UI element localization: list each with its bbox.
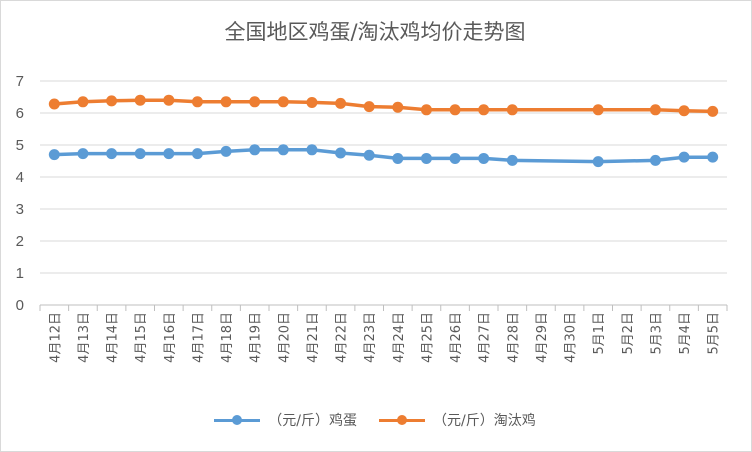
data-point xyxy=(506,154,518,166)
chart-title: 全国地区鸡蛋/淘汰鸡均价走势图 xyxy=(224,20,526,44)
data-point xyxy=(392,101,404,113)
y-tick-label: 1 xyxy=(16,265,24,282)
data-point xyxy=(163,94,175,106)
data-point xyxy=(134,148,146,160)
data-point xyxy=(363,101,375,113)
data-point xyxy=(592,156,604,168)
x-tick-label: 4月18日 xyxy=(220,312,235,363)
y-tick-label: 0 xyxy=(16,297,24,314)
data-point xyxy=(163,148,175,160)
data-point xyxy=(48,149,60,161)
data-point xyxy=(420,152,432,164)
x-tick-label: 5月4日 xyxy=(678,312,693,355)
data-point xyxy=(449,104,461,116)
data-point xyxy=(678,105,690,117)
legend-label-culled-hens: （元/斤）淘汰鸡 xyxy=(433,413,536,429)
x-tick-label: 5月5日 xyxy=(707,312,722,355)
x-tick-label: 4月22日 xyxy=(335,312,350,363)
data-point xyxy=(363,149,375,161)
y-tick-label: 2 xyxy=(16,233,24,250)
data-point xyxy=(277,144,289,156)
data-point xyxy=(420,104,432,116)
data-point xyxy=(335,147,347,159)
x-tick-label: 4月15日 xyxy=(134,312,149,363)
x-tick-label: 4月12日 xyxy=(48,312,63,363)
data-point xyxy=(449,152,461,164)
data-point xyxy=(649,154,661,166)
x-tick-label: 5月2日 xyxy=(621,312,636,355)
legend-label-eggs: （元/斤）鸡蛋 xyxy=(268,413,357,429)
series-line-1 xyxy=(52,98,715,114)
data-point xyxy=(77,148,89,160)
x-tick-label: 4月20日 xyxy=(277,312,292,363)
x-tick-label: 4月26日 xyxy=(449,312,464,363)
y-tick-label: 5 xyxy=(16,137,24,154)
data-point xyxy=(249,144,261,156)
x-tick-label: 4月28日 xyxy=(506,312,521,363)
y-tick-label: 3 xyxy=(16,201,24,218)
data-point xyxy=(649,104,661,116)
series-line-0 xyxy=(52,148,715,164)
x-tick-label: 4月13日 xyxy=(77,312,92,363)
x-tick-label: 4月21日 xyxy=(306,312,321,363)
x-tick-label: 4月23日 xyxy=(363,312,378,363)
data-point xyxy=(678,151,690,163)
data-point xyxy=(191,96,203,108)
y-tick-label: 4 xyxy=(16,169,24,186)
x-tick-label: 4月16日 xyxy=(163,312,178,363)
data-point xyxy=(506,104,518,116)
data-point xyxy=(106,95,118,107)
data-point xyxy=(478,104,490,116)
x-tick-label: 4月19日 xyxy=(249,312,264,363)
data-point xyxy=(220,145,232,157)
legend-item-eggs: （元/斤）鸡蛋 xyxy=(214,410,357,430)
data-point xyxy=(134,94,146,106)
y-tick-label: 6 xyxy=(16,105,24,122)
x-tick-label: 4月27日 xyxy=(478,312,493,363)
legend-swatch-culled-hens xyxy=(379,415,425,425)
data-point xyxy=(191,148,203,160)
x-tick-label: 4月14日 xyxy=(106,312,121,363)
legend-item-culled-hens: （元/斤）淘汰鸡 xyxy=(379,410,536,430)
x-tick-label: 4月24日 xyxy=(392,312,407,363)
x-tick-label: 4月29日 xyxy=(535,312,550,363)
x-tick-label: 4月17日 xyxy=(191,312,206,363)
data-point xyxy=(249,96,261,108)
data-point xyxy=(707,105,719,117)
data-point xyxy=(48,98,60,110)
x-tick-label: 4月25日 xyxy=(420,312,435,363)
y-tick-label: 7 xyxy=(16,73,24,90)
x-tick-label: 5月1日 xyxy=(592,312,607,355)
data-point xyxy=(106,148,118,160)
legend: （元/斤）鸡蛋 （元/斤）淘汰鸡 xyxy=(0,410,750,430)
data-point xyxy=(277,96,289,108)
x-tick-label: 4月30日 xyxy=(564,312,579,363)
x-tick-label: 5月3日 xyxy=(649,312,664,355)
data-point xyxy=(220,96,232,108)
data-point xyxy=(392,152,404,164)
data-point xyxy=(478,152,490,164)
data-point xyxy=(707,151,719,163)
data-point xyxy=(77,96,89,108)
data-point xyxy=(592,104,604,116)
data-point xyxy=(335,97,347,109)
data-point xyxy=(306,96,318,108)
legend-swatch-eggs xyxy=(214,415,261,425)
data-point xyxy=(306,144,318,156)
